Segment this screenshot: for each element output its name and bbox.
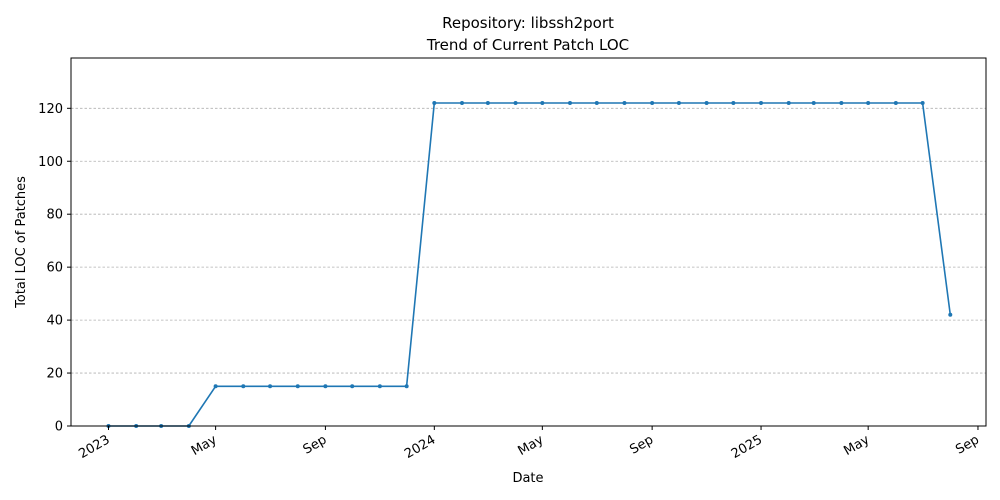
data-point — [759, 101, 764, 106]
data-point — [839, 101, 844, 106]
grid-layer — [71, 107, 986, 374]
data-point — [650, 101, 655, 106]
data-point — [948, 312, 953, 317]
x-axis-label: Date — [512, 471, 543, 486]
data-point — [704, 101, 709, 106]
x-tick-label: May — [516, 432, 547, 459]
x-tick-label: 2023 — [76, 432, 112, 462]
series-line — [108, 102, 952, 427]
y-tick-label: 60 — [46, 261, 63, 276]
chart-subtitle: Trend of Current Patch LOC — [426, 36, 629, 54]
data-point — [432, 101, 437, 106]
y-tick-label: 120 — [38, 102, 63, 117]
data-point — [622, 101, 627, 106]
x-tick-label: 2024 — [402, 432, 438, 462]
x-tick-label: May — [189, 432, 220, 459]
data-point — [377, 384, 382, 389]
data-point — [485, 101, 490, 106]
data-point — [295, 384, 300, 389]
data-point — [866, 101, 871, 106]
data-point — [568, 101, 573, 106]
y-tick-label: 100 — [38, 155, 63, 170]
data-point — [459, 101, 464, 106]
x-tick-label: Sep — [301, 432, 330, 457]
data-point — [323, 384, 328, 389]
data-point — [594, 101, 599, 106]
data-point — [676, 101, 681, 106]
data-point — [731, 101, 736, 106]
x-tick-label: Sep — [953, 432, 982, 457]
data-point — [920, 101, 925, 106]
data-point — [241, 384, 246, 389]
y-axis-label: Total LOC of Patches — [14, 176, 29, 309]
y-axis: 0 20 40 60 80 100 120 — [38, 102, 71, 435]
x-tick-label: 2025 — [729, 432, 765, 462]
data-point — [786, 101, 791, 106]
data-point — [213, 384, 218, 389]
data-point — [540, 101, 545, 106]
x-tick-label: May — [841, 432, 872, 459]
x-axis: 2023 May Sep 2024 May Sep 2025 May Sep — [76, 426, 982, 462]
y-tick-label: 0 — [55, 420, 63, 435]
plot-frame — [70, 57, 987, 427]
x-tick-label: Sep — [627, 432, 656, 457]
y-tick-label: 20 — [46, 367, 63, 382]
chart-title: Repository: libssh2port — [442, 14, 614, 32]
data-point — [893, 101, 898, 106]
data-point — [811, 101, 816, 106]
y-tick-label: 40 — [46, 314, 63, 329]
data-point — [513, 101, 518, 106]
series-layer — [106, 101, 953, 428]
data-point — [350, 384, 355, 389]
y-tick-label: 80 — [46, 208, 63, 223]
data-point — [404, 384, 409, 389]
data-point — [268, 384, 273, 389]
